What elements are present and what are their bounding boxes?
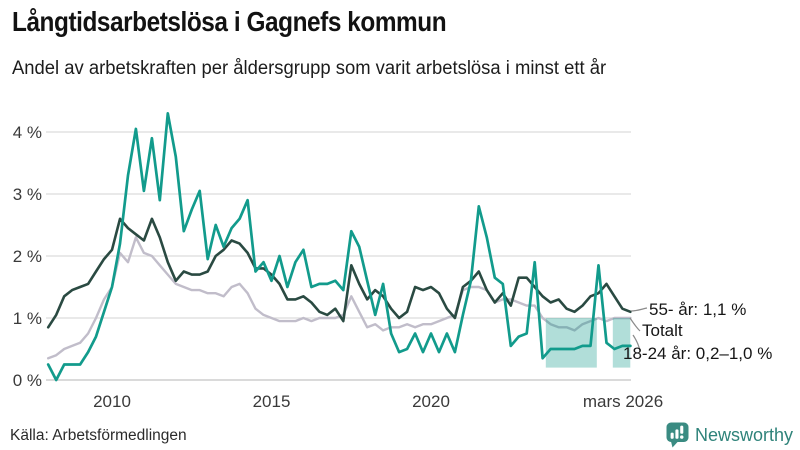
newsworthy-icon — [666, 422, 689, 448]
y-tick-label: 0 % — [13, 371, 42, 390]
annotation-connector — [630, 307, 648, 312]
brand-name: Newsworthy — [694, 424, 793, 445]
x-tick-label: 2015 — [253, 392, 291, 411]
y-tick-label: 4 % — [13, 123, 42, 142]
chart-subtitle: Andel av arbetskraften per åldersgrupp s… — [12, 58, 607, 79]
annotation-connector — [629, 317, 641, 332]
brand-logo: Newsworthy — [666, 422, 793, 448]
uncertainty-band — [545, 318, 597, 368]
y-tick-label: 3 % — [13, 185, 42, 204]
annotation-55-ar: 55- år: 1,1 % — [649, 300, 747, 319]
uncertainty-band — [612, 318, 631, 368]
x-tick-label: mars 2026 — [583, 392, 663, 411]
page-title: Långtidsarbetslösa i Gagnefs kommun — [12, 6, 447, 37]
annotation-totalt: Totalt — [642, 321, 683, 340]
annotation-18-24-ar: 18-24 år: 0,2–1,0 % — [623, 344, 773, 363]
source-credit: Källa: Arbetsförmedlingen — [10, 427, 187, 444]
x-tick-label: 2010 — [93, 392, 131, 411]
y-tick-label: 2 % — [13, 247, 42, 266]
x-tick-label: 2020 — [412, 392, 450, 411]
series-line-18-24-r — [46, 112, 632, 382]
series-line-55-r — [46, 217, 632, 329]
annotation-connector — [632, 334, 641, 352]
y-tick-label: 1 % — [13, 309, 42, 328]
